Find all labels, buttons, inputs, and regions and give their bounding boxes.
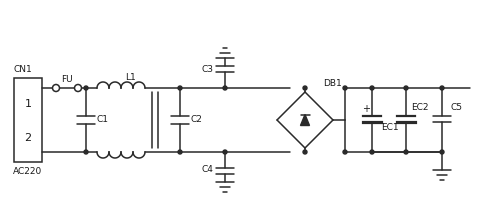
Text: +: +	[362, 104, 370, 114]
Circle shape	[404, 86, 408, 90]
Circle shape	[75, 84, 82, 92]
Text: DB1: DB1	[323, 79, 342, 89]
Circle shape	[303, 86, 307, 90]
Circle shape	[440, 86, 444, 90]
Circle shape	[343, 150, 347, 154]
Text: CN1: CN1	[13, 65, 32, 75]
Circle shape	[178, 150, 182, 154]
Circle shape	[84, 86, 88, 90]
Text: EC2: EC2	[411, 103, 429, 113]
Polygon shape	[300, 114, 310, 125]
Text: 2: 2	[24, 133, 32, 143]
Text: C5: C5	[450, 103, 462, 113]
Circle shape	[223, 86, 227, 90]
Text: C4: C4	[201, 165, 213, 175]
Circle shape	[370, 150, 374, 154]
Text: 1: 1	[25, 99, 32, 109]
Circle shape	[84, 150, 88, 154]
Circle shape	[343, 86, 347, 90]
Text: EC1: EC1	[381, 124, 399, 132]
Text: C2: C2	[190, 116, 202, 124]
Circle shape	[178, 86, 182, 90]
Bar	[14, 78, 42, 162]
Circle shape	[52, 84, 59, 92]
Circle shape	[440, 150, 444, 154]
Text: L1: L1	[124, 73, 135, 83]
Circle shape	[303, 150, 307, 154]
Text: C3: C3	[201, 65, 213, 75]
Circle shape	[223, 150, 227, 154]
Text: AC220: AC220	[13, 167, 42, 176]
Text: FU: FU	[61, 75, 73, 84]
Circle shape	[370, 86, 374, 90]
Circle shape	[404, 150, 408, 154]
Text: C1: C1	[96, 116, 108, 124]
